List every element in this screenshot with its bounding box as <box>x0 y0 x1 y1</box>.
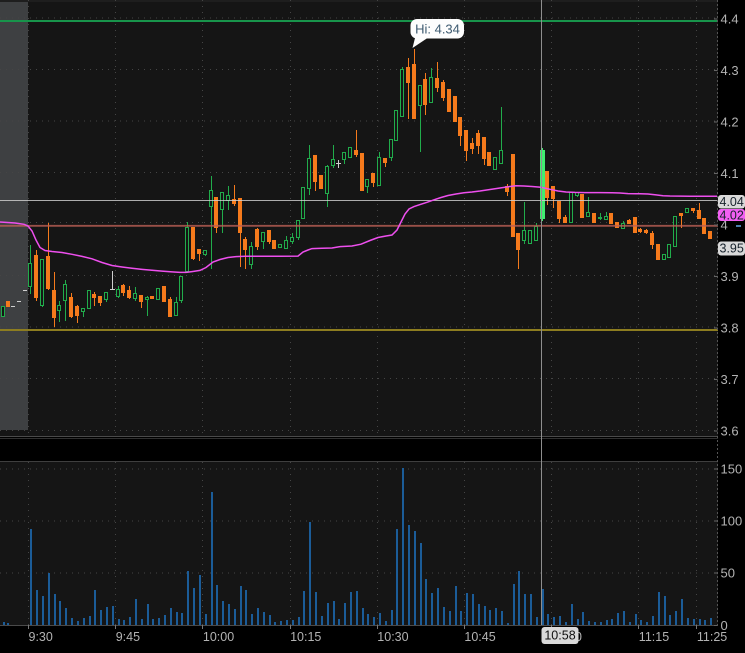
svg-text:3.8: 3.8 <box>721 321 739 336</box>
svg-text:3.6: 3.6 <box>721 424 739 439</box>
svg-text:4.2: 4.2 <box>721 115 739 130</box>
svg-text:9:30: 9:30 <box>29 630 53 644</box>
svg-text:4.02: 4.02 <box>720 209 744 223</box>
svg-text:3.7: 3.7 <box>721 372 739 387</box>
svg-text:11:15: 11:15 <box>639 630 669 644</box>
svg-text:4.04: 4.04 <box>720 195 744 209</box>
svg-text:0: 0 <box>721 618 728 633</box>
svg-text:10:58: 10:58 <box>544 629 575 643</box>
svg-text:150: 150 <box>721 462 743 477</box>
svg-text:4.1: 4.1 <box>721 166 739 181</box>
svg-text:50: 50 <box>721 566 735 581</box>
svg-text:11:25: 11:25 <box>697 630 727 644</box>
svg-text:100: 100 <box>721 514 743 529</box>
svg-text:Hi: 4.34: Hi: 4.34 <box>415 22 460 37</box>
svg-text:10:30: 10:30 <box>377 630 408 644</box>
svg-text:4: 4 <box>721 218 728 233</box>
svg-text:10:15: 10:15 <box>290 630 321 644</box>
svg-text:4.3: 4.3 <box>721 63 739 78</box>
svg-text:10:00: 10:00 <box>203 630 234 644</box>
svg-text:4.4: 4.4 <box>721 12 739 27</box>
svg-text:9:45: 9:45 <box>116 630 140 644</box>
svg-text:10:45: 10:45 <box>464 630 495 644</box>
svg-text:3.95: 3.95 <box>720 242 744 256</box>
svg-text:3.9: 3.9 <box>721 269 739 284</box>
